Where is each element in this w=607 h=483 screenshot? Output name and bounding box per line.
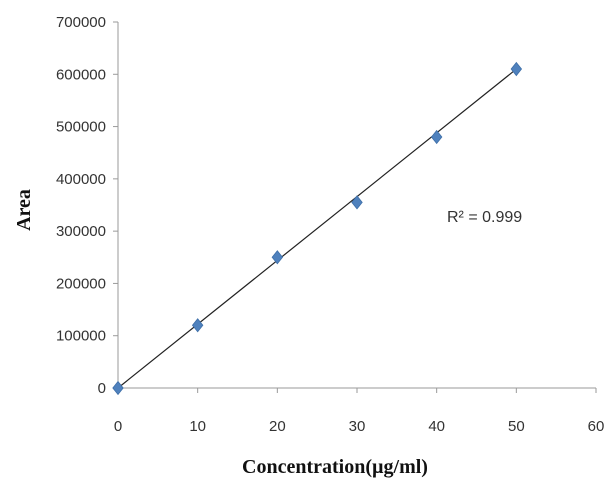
y-axis-title: Area [13, 189, 35, 231]
data-point [510, 61, 523, 77]
x-tick-label: 50 [508, 418, 525, 435]
y-tick-label: 300000 [56, 223, 106, 240]
trendline-group [117, 68, 517, 389]
x-tick-label: 20 [269, 418, 286, 435]
x-axis: 0 10 20 30 40 50 60 [114, 387, 605, 435]
data-point [351, 195, 363, 210]
trendline [117, 68, 517, 389]
y-tick-label: 600000 [56, 66, 106, 83]
x-axis-title: Concentration(µg/ml) [242, 456, 428, 478]
data-point [112, 380, 124, 396]
data-point [430, 129, 443, 145]
r-squared-annotation: R² = 0.999 [447, 209, 522, 226]
y-tick-label: 100000 [56, 328, 106, 345]
y-tick-label: 700000 [56, 14, 106, 31]
y-axis: 0 100000 200000 300000 400000 500000 600000 700… [56, 14, 119, 397]
data-point [191, 318, 204, 333]
x-tick-label: 40 [428, 418, 445, 435]
x-tick-label: 10 [189, 418, 206, 435]
x-tick-label: 0 [114, 418, 122, 435]
data-points [112, 61, 523, 396]
y-tick-label: 0 [98, 380, 106, 397]
y-tick-label: 400000 [56, 171, 106, 188]
y-tick-label: 200000 [56, 275, 106, 292]
x-tick-label: 60 [588, 418, 605, 435]
x-tick-label: 30 [349, 418, 366, 435]
data-point [271, 250, 284, 265]
y-tick-label: 500000 [56, 119, 106, 136]
